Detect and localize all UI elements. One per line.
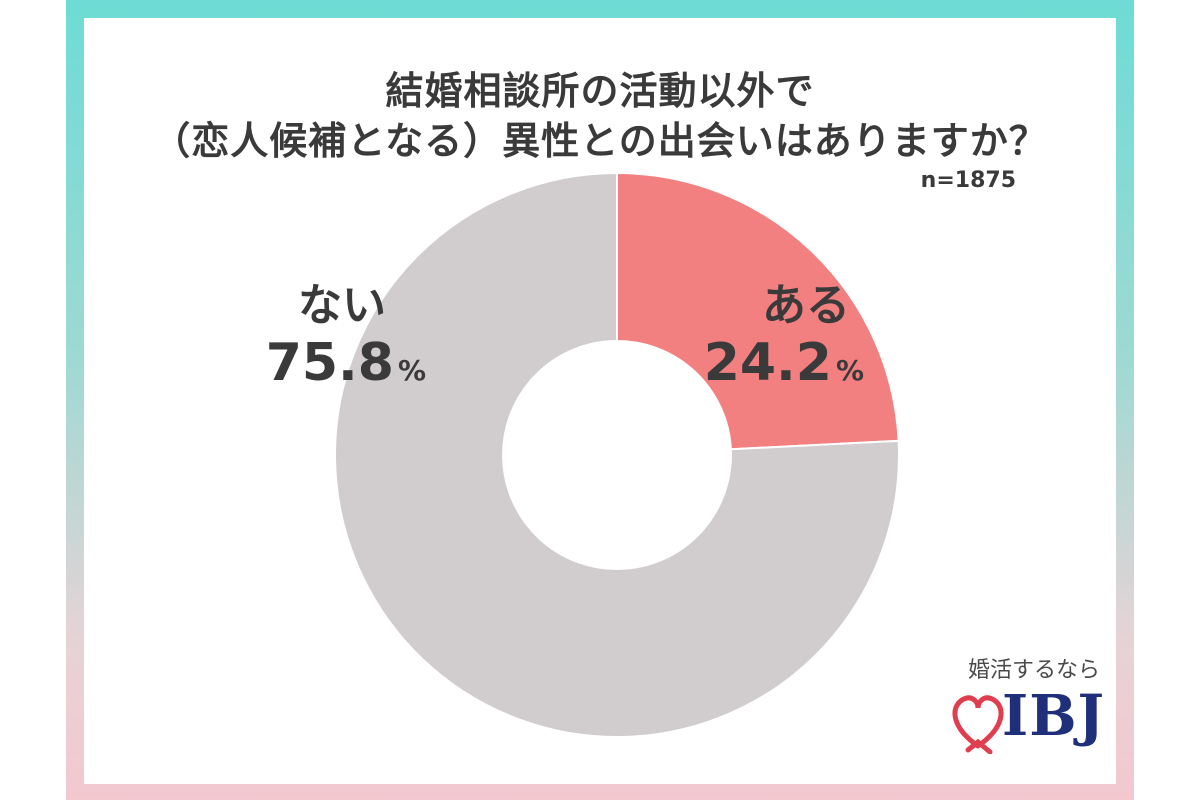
label-aru-name: ある [762,280,850,331]
sample-size: n=1875 [920,168,1016,193]
heart-icon [952,695,1004,754]
label-nai-unit: % [398,354,426,387]
slice-nai [334,171,900,738]
label-aru-unit: % [836,354,864,387]
logo-tagline: 婚活するなら [968,658,1101,683]
label-aru-value: 24.2 [704,333,832,393]
chart-title-line-2: （恋人候補となる）異性との出会いはありますか？ [152,119,1048,163]
donut-chart: ある 24.2 % ない 75.8 % [266,171,900,738]
label-nai-name: ない [298,280,386,331]
logo-brand: IBJ [1002,683,1106,749]
gradient-frame: 結婚相談所の活動以外で （恋人候補となる）異性との出会いはありますか？ n=18… [66,0,1134,800]
slice-aru [616,171,900,451]
chart-title-line-1: 結婚相談所の活動以外で [385,69,815,113]
label-nai-value: 75.8 [266,333,394,393]
chart-panel: 結婚相談所の活動以外で （恋人候補となる）異性との出会いはありますか？ n=18… [84,18,1116,784]
